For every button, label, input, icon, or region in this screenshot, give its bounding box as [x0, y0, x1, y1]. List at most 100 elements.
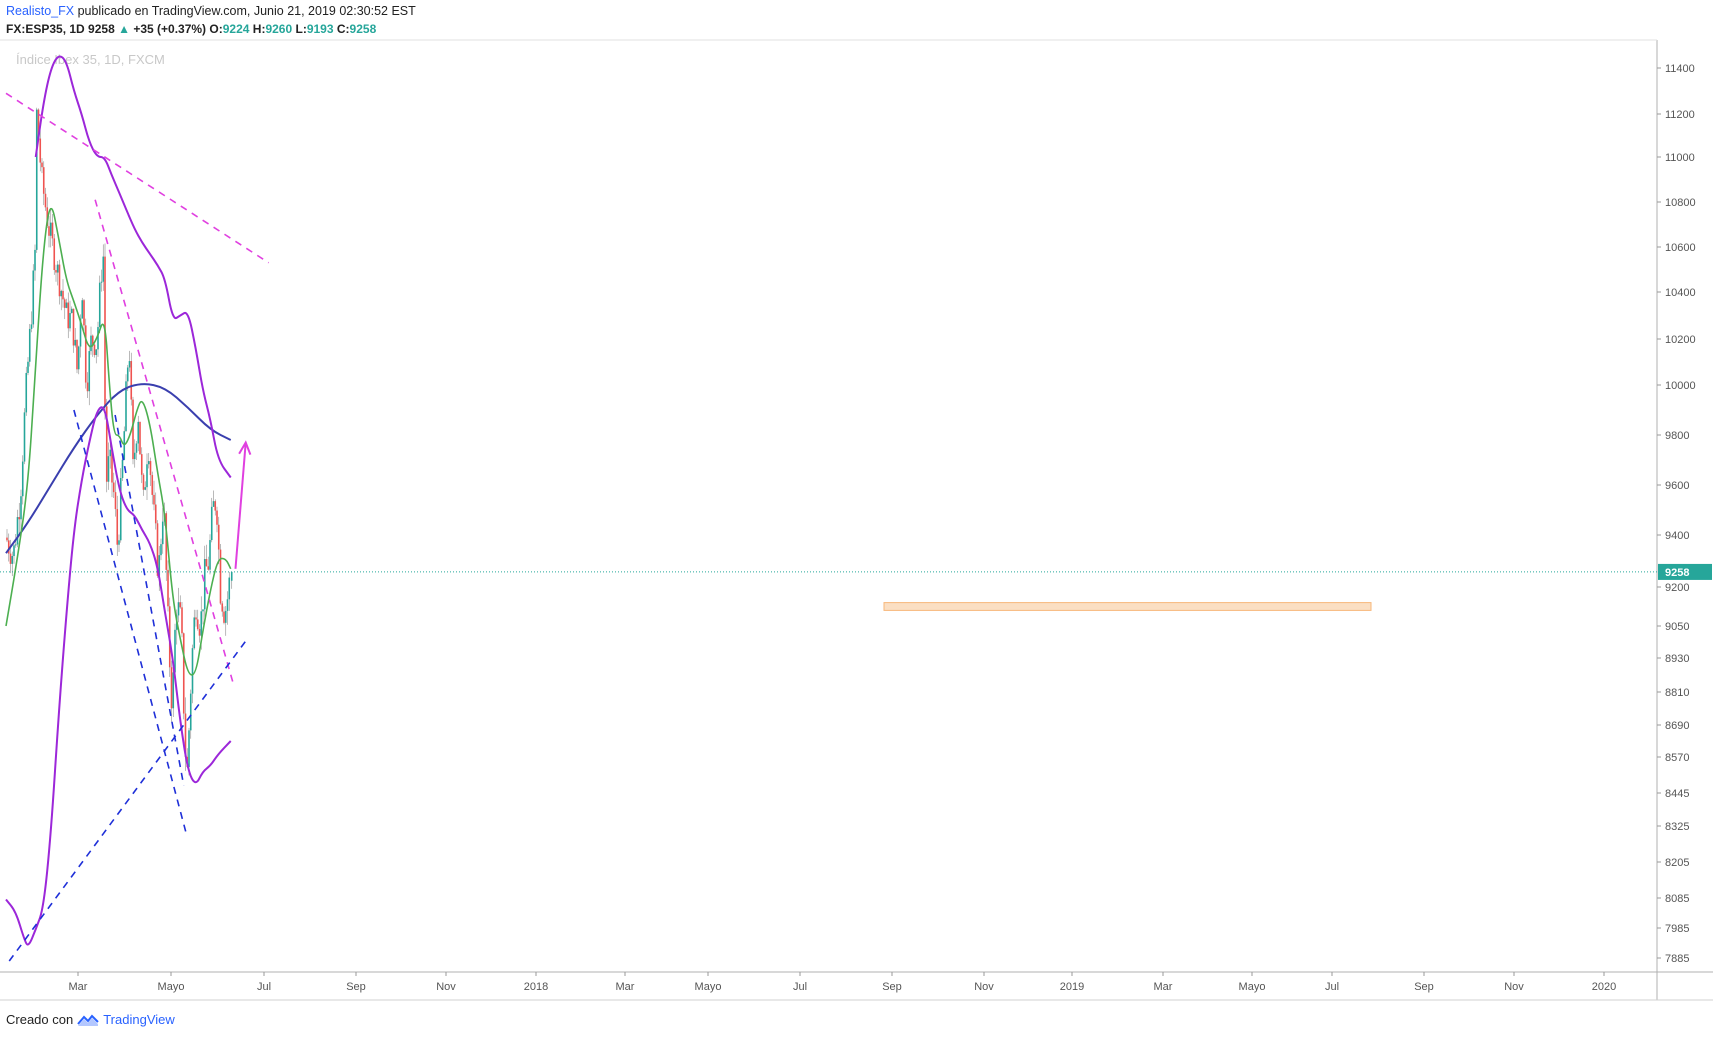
candle-up — [123, 431, 126, 460]
close-label: C: — [336, 22, 350, 36]
candle-up — [126, 367, 129, 382]
candle-up — [14, 544, 17, 546]
candle-down — [195, 617, 197, 620]
candle-down — [196, 619, 199, 629]
candle-up — [77, 346, 80, 370]
candle-up — [28, 328, 31, 362]
open-label: O: — [209, 22, 223, 36]
candle-down — [83, 300, 85, 326]
candle-down — [219, 549, 222, 604]
author-link[interactable]: Realisto_FX — [6, 4, 75, 18]
low-value: 9193 — [306, 22, 334, 36]
y-tick-label: 8810 — [1665, 687, 1689, 699]
change: +35 (+0.37%) — [133, 22, 207, 36]
candle-down — [165, 513, 168, 570]
x-tick-label: Mar — [616, 981, 635, 993]
high-value: 9260 — [265, 22, 293, 36]
candle-down — [44, 193, 47, 208]
candle-down — [6, 537, 8, 541]
candle-down — [9, 553, 12, 564]
candle-down — [142, 474, 145, 490]
candle-up — [56, 264, 59, 273]
x-tick-label: 2020 — [1592, 981, 1616, 993]
candle-up — [174, 629, 176, 673]
symbol-info: FX:ESP35, 1D 9258 ▲ +35 (+0.37%) O:9224 … — [6, 22, 376, 36]
created-with: Creado con — [6, 1012, 74, 1027]
candle-up — [109, 449, 112, 457]
candle-up — [13, 545, 15, 557]
candle-up — [102, 256, 105, 282]
x-tick-label: Nov — [436, 981, 456, 993]
candle-up — [188, 730, 190, 767]
candle-down — [205, 559, 208, 567]
y-tick-label: 8325 — [1665, 821, 1689, 833]
candle-down — [112, 482, 115, 493]
candle-down — [58, 264, 61, 297]
lower-envelope-line — [5, 406, 232, 946]
candle-up — [20, 496, 22, 520]
candle-up — [203, 559, 206, 610]
candle-up — [147, 461, 150, 465]
y-tick-label: 11400 — [1665, 63, 1695, 75]
candle-up — [88, 351, 91, 392]
candle-up — [193, 617, 196, 649]
y-tick-label: 9050 — [1665, 621, 1689, 633]
candle-down — [48, 226, 50, 236]
candle-up — [16, 517, 19, 545]
arrow-up-icon: ▲ — [118, 22, 130, 36]
candle-up — [144, 487, 147, 490]
candle-down — [41, 162, 43, 168]
x-tick-label: Mar — [1154, 981, 1173, 993]
candle-up — [23, 412, 26, 462]
candle-up — [224, 610, 227, 623]
long-moving-average-line — [5, 383, 232, 554]
candle-up — [79, 318, 82, 347]
resistance-trendline — [94, 199, 234, 684]
channel-trendline — [114, 414, 185, 786]
candle-down — [42, 167, 45, 194]
candle-down — [62, 290, 64, 300]
candle-down — [116, 509, 119, 545]
candle-down — [91, 335, 94, 345]
x-tick-label: Sep — [882, 981, 902, 993]
candle-down — [105, 406, 108, 482]
y-tick-label: 8930 — [1665, 653, 1689, 665]
x-tick-label: Mayo — [695, 981, 722, 993]
candle-down — [221, 603, 224, 612]
candle-up — [34, 249, 36, 271]
candle-up — [81, 300, 84, 319]
candle-down — [181, 607, 183, 634]
candle-down — [114, 492, 117, 510]
x-tick-label: Jul — [257, 981, 271, 993]
y-tick-label: 8445 — [1665, 788, 1689, 800]
candle-down — [37, 109, 40, 139]
candle-down — [170, 667, 173, 709]
tradingview-link[interactable]: TradingView — [103, 1012, 175, 1027]
candle-up — [202, 609, 204, 612]
y-tick-label: 10800 — [1665, 197, 1696, 209]
candle-down — [198, 628, 201, 636]
candle-down — [84, 325, 87, 383]
footer: Creado con TradingView — [6, 1012, 175, 1027]
last-price-label: 9258 — [1665, 567, 1689, 579]
last-price-tag — [1658, 563, 1712, 580]
candle-down — [151, 475, 154, 495]
y-tick-label: 10600 — [1665, 242, 1696, 254]
candle-up — [189, 693, 192, 731]
candle-up — [226, 599, 229, 611]
x-tick-label: Jul — [1325, 981, 1339, 993]
candle-down — [223, 611, 225, 623]
x-tick-label: Sep — [346, 981, 366, 993]
candle-up — [128, 361, 131, 368]
candle-up — [74, 339, 77, 346]
candle-up — [27, 361, 29, 373]
open-value: 9224 — [222, 22, 250, 36]
candle-down — [140, 454, 143, 475]
channel-trendline — [73, 409, 188, 837]
candle-up — [32, 270, 35, 325]
candle-up — [98, 282, 101, 328]
channel-trendline — [8, 638, 248, 962]
x-tick-label: Mayo — [158, 981, 185, 993]
candle-down — [216, 510, 218, 525]
